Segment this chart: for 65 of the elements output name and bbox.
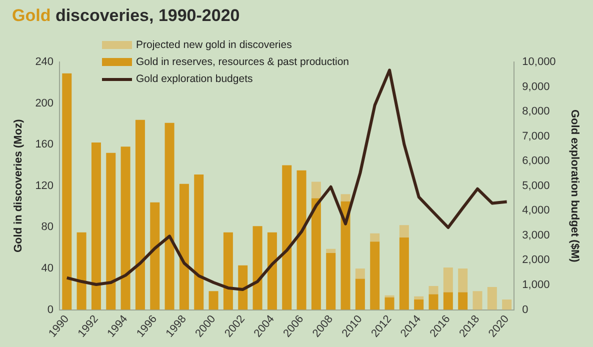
bar	[223, 232, 233, 310]
y-axis-title: Gold in discoveries (Moz)	[12, 118, 25, 253]
bar	[355, 268, 365, 279]
bar	[414, 299, 424, 310]
bar	[414, 296, 424, 300]
y-tick-label: 80	[41, 221, 54, 234]
legend-label: Gold in reserves, resources & past production	[136, 56, 350, 68]
y2-tick-label: 8,000	[522, 106, 550, 118]
bar	[370, 233, 380, 242]
bar	[326, 248, 336, 253]
bar	[370, 242, 380, 310]
bar	[252, 226, 262, 310]
bar	[311, 182, 321, 198]
bar	[458, 268, 468, 292]
bar	[150, 202, 160, 310]
y2-tick-label: 4,000	[522, 204, 550, 217]
y2-axis-title: Gold exploration budget ($M)	[568, 109, 580, 263]
y2-tick-label: 5,000	[522, 180, 550, 192]
bar	[135, 120, 145, 310]
bar	[399, 238, 409, 310]
y-tick-label: 200	[35, 97, 54, 110]
bar	[472, 291, 482, 310]
y-tick-label: 240	[35, 56, 54, 68]
y-tick-label: 160	[35, 138, 54, 151]
bar	[120, 146, 130, 310]
bar	[282, 165, 292, 310]
bar	[208, 291, 218, 310]
y2-tick-label: 3,000	[522, 229, 550, 242]
legend-label: Gold exploration budgets	[136, 73, 253, 85]
bar	[106, 152, 116, 310]
bar	[340, 194, 350, 202]
y2-tick-label: 1,000	[522, 279, 550, 292]
bar	[443, 267, 453, 292]
bar	[91, 142, 101, 310]
bar	[311, 198, 321, 310]
bar	[238, 265, 248, 310]
bar	[164, 122, 174, 310]
bar	[179, 184, 189, 310]
legend-label: Projected new gold in discoveries	[136, 39, 292, 51]
bar	[428, 294, 438, 310]
bar	[62, 73, 72, 310]
bar	[194, 174, 204, 310]
bar	[399, 225, 409, 238]
bar	[76, 232, 86, 310]
bar	[267, 232, 277, 310]
y2-tick-label: 0	[522, 304, 528, 316]
bar	[502, 299, 512, 310]
y-tick-label: 40	[41, 262, 54, 275]
bar	[296, 170, 306, 310]
chart-title: Gold discoveries, 1990-2020	[12, 6, 240, 26]
y2-tick-label: 6,000	[522, 155, 550, 168]
y2-tick-label: 7,000	[522, 130, 550, 142]
y-tick-label: 0	[47, 304, 54, 316]
bar	[355, 278, 365, 310]
bar	[458, 292, 468, 310]
bar	[487, 287, 497, 310]
bar	[428, 286, 438, 294]
y-tick-label: 120	[35, 180, 54, 192]
y2-tick-label: 10,000	[522, 56, 556, 68]
bar	[326, 252, 336, 310]
bar	[384, 297, 394, 310]
y2-tick-label: 2,000	[522, 254, 550, 266]
bar	[443, 292, 453, 310]
bar	[340, 201, 350, 310]
y2-tick-label: 9,000	[522, 80, 550, 93]
